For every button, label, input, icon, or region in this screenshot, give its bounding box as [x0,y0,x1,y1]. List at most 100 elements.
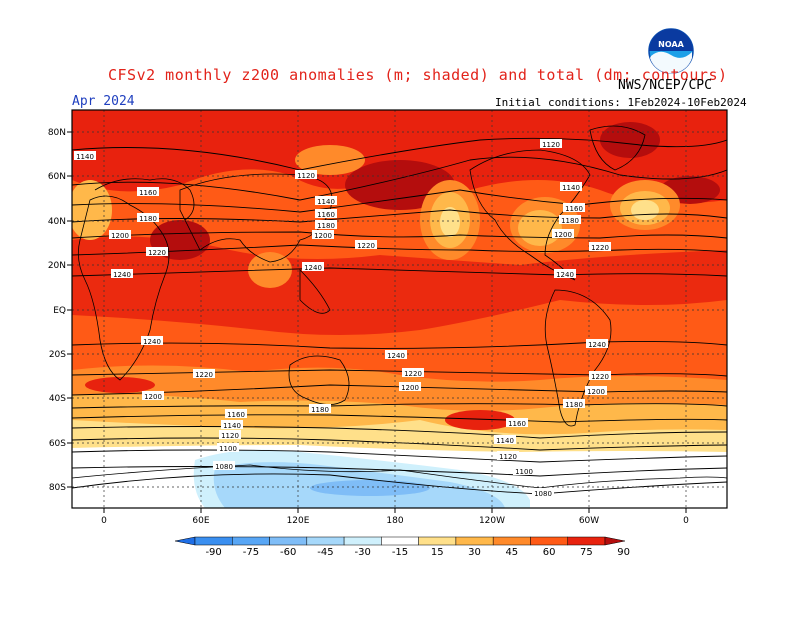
contour-label: 1140 [221,420,243,430]
lon-label: 120W [479,516,505,526]
contour-label: 1120 [497,451,519,461]
axis-ticks [67,131,687,513]
contour-label-text: 1120 [221,432,239,440]
contour-label-text: 1220 [591,244,609,252]
contour-label: 1200 [312,230,334,240]
contour-label: 1220 [589,371,611,381]
contour-label-text: 1220 [195,371,213,379]
contour-label-text: 1140 [76,153,94,161]
colorbar-swatch [604,536,626,546]
contour-label-text: 1240 [588,341,606,349]
lat-label: 40N [48,217,66,227]
contour-label: 1240 [586,339,608,349]
contour-label: 1220 [589,242,611,252]
contour-label: 1100 [513,466,535,476]
colorbar-tick-label: 60 [543,547,556,558]
noaa-logo: NOAA [648,28,694,74]
colorbar-tick-label: 45 [505,547,518,558]
contour-label-text: 1180 [139,215,157,223]
lon-label: 0 [683,516,689,526]
contour-label: 1180 [315,220,337,230]
lat-label: EQ [53,306,66,316]
contour-label: 1220 [355,240,377,250]
contour-label: 1200 [585,386,607,396]
contour-label-text: 1200 [401,384,419,392]
contour-label: 1140 [315,196,337,206]
contour-label: 1140 [74,151,96,161]
contour-label-text: 1120 [499,453,517,461]
contour-label: 1160 [506,418,528,428]
agency-label: NWS/NCEP/CPC [618,78,712,93]
map-frame [71,109,728,509]
lat-label: 40S [49,394,66,404]
colorbar-swatch [232,536,270,546]
chart-title: CFSv2 monthly z200 anomalies (m; shaded)… [108,66,728,84]
lat-label: 80N [48,128,66,138]
lon-label: 60W [579,516,599,526]
colorbar-swatch [530,536,568,546]
contour-label-text: 1240 [304,264,322,272]
colorbar-tick-label: -60 [280,547,296,558]
lat-label: 60N [48,172,66,182]
colorbar-tick-label: -90 [205,547,221,558]
contour-label-text: 1200 [111,232,129,240]
longitude-labels: 0 60E 120E 180 120W 60W 0 [101,516,689,526]
contour-label-text: 1160 [508,420,526,428]
forecast-month: Apr 2024 [72,94,135,109]
contour-label-text: 1140 [317,198,335,206]
contour-label-text: 1160 [139,189,157,197]
contour-label-text: 1200 [554,231,572,239]
colorbar-swatch [343,536,382,546]
contour-label-text: 1220 [591,373,609,381]
contour-label: 1160 [315,209,337,219]
contour-label-text: 1240 [387,352,405,360]
contour-label: 1200 [109,230,131,240]
gridlines [72,110,727,508]
contour-label: 1180 [563,399,585,409]
lon-label: 60E [192,516,209,526]
lon-label: 120E [287,516,310,526]
colorbar-swatch [567,536,606,546]
contour-label-text: 1220 [357,242,375,250]
colorbar-swatch [381,536,419,546]
colorbar-swatch [269,536,308,546]
contour-label-text: 1140 [223,422,241,430]
colorbar-tick-label: 15 [431,547,444,558]
contour-label-text: 1080 [215,463,233,471]
colorbar-tick-label: -30 [355,547,371,558]
latitude-labels: 80N 60N 40N 20N EQ 20S 40S 60S 80S [48,128,66,493]
colorbar: -90 -75 -60 -45 -30 -15 15 30 45 60 75 90 [174,536,630,558]
contour-label: 1220 [146,247,168,257]
contour-label-text: 1100 [515,468,533,476]
contour-label: 1180 [137,213,159,223]
contour-label-text: 1180 [311,406,329,414]
colorbar-tick-label: 90 [617,547,630,558]
contour-label-text: 1100 [219,445,237,453]
lat-label: 80S [49,483,66,493]
contour-label-text: 1180 [561,217,579,225]
colorbar-tick-label: 30 [468,547,481,558]
contour-label: 1160 [225,409,247,419]
colorbar-swatch [455,536,494,546]
contour-label: 1080 [532,488,554,498]
contour-label: 1180 [309,404,331,414]
contour-label-text: 1160 [317,211,335,219]
contour-label: 1160 [563,203,585,213]
contour-label: 1080 [213,461,235,471]
contour-label-text: 1120 [542,141,560,149]
colorbar-swatch [306,536,345,546]
lon-label: 0 [101,516,107,526]
contour-label-text: 1140 [562,184,580,192]
contour-label: 1200 [142,391,164,401]
contour-label: 1140 [494,435,516,445]
lat-label: 20S [49,350,66,360]
colorbar-tick-label: 75 [580,547,593,558]
contour-label-text: 1080 [534,490,552,498]
svg-text:NOAA: NOAA [658,40,684,49]
contour-label-text: 1180 [565,401,583,409]
contour-label-text: 1160 [227,411,245,419]
height-contours [72,137,727,495]
contour-label: 1220 [193,369,215,379]
contour-label-text: 1200 [587,388,605,396]
